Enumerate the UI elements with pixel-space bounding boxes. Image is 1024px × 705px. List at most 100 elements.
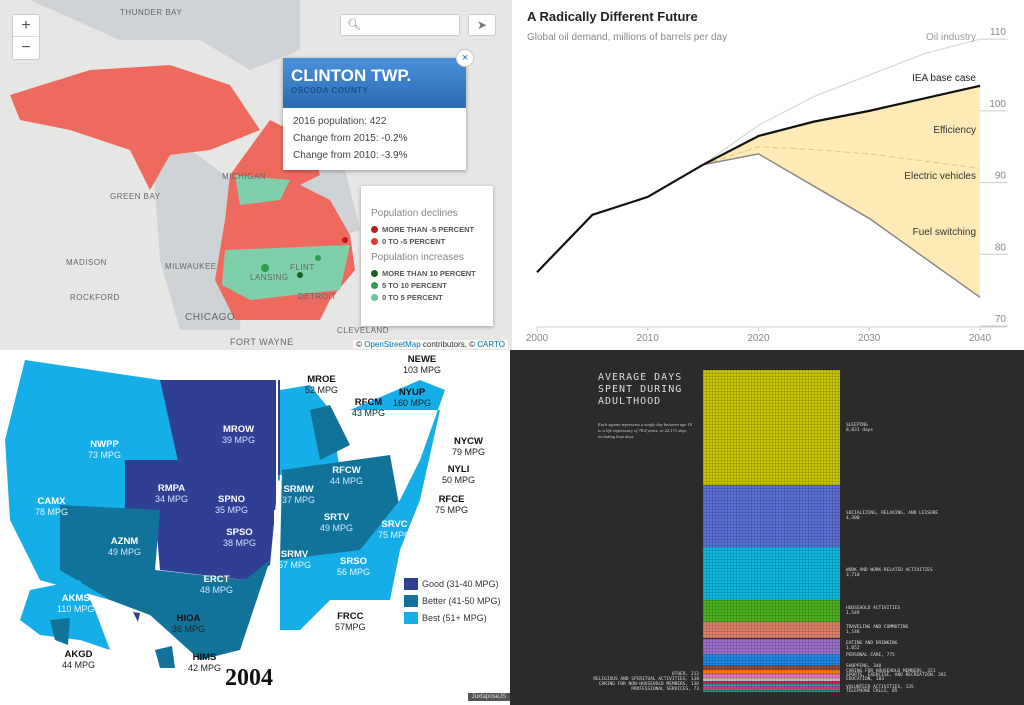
- legend-heading: Population declines: [371, 208, 458, 219]
- region-label-rfcw: RFCW 44 MPG: [330, 465, 364, 487]
- osm-link[interactable]: OpenStreetMap: [364, 340, 421, 349]
- chart-subtitle: Global oil demand, millions of barrels p…: [527, 32, 728, 43]
- legend-item: Better (41-50 MPG): [404, 595, 501, 607]
- series-label: Oil industry: [926, 32, 976, 43]
- region-label-srvc: SRVC 75 MPG: [378, 519, 412, 541]
- region-label-nycw: NYCW 79 MPG: [452, 436, 486, 458]
- bar-segment: [703, 485, 840, 547]
- bar-label: WORK AND WORK-RELATED ACTIVITIES 3,710: [846, 568, 933, 579]
- map-legend: Population declines MORE THAN -5 PERCENT…: [361, 186, 493, 326]
- bar-label: TRAVELING AND COMMUTING 1,148: [846, 625, 909, 636]
- bar-segment: [703, 680, 840, 684]
- region-label-nwpp: NWPP 73 MPG: [88, 439, 122, 461]
- bar-label: TELEPHONE CALLS, 85: [846, 688, 898, 694]
- y-tick-label: 110: [990, 27, 1006, 38]
- legend-item: MORE THAN -5 PERCENT: [371, 225, 483, 234]
- info-popup: CLINTON TWP. OSCODA COUNTY 2016 populati…: [283, 58, 466, 170]
- region-label-erct: ERCT 48 MPG: [200, 574, 234, 596]
- x-tick-label: 2010: [637, 333, 660, 344]
- bar-segment: [703, 546, 840, 600]
- region-label-frcc: FRCC 57MPG: [335, 611, 366, 633]
- region-label-akms: AKMS 110 MPG: [57, 593, 95, 615]
- carto-link[interactable]: CARTO: [477, 340, 505, 349]
- bar-label: SPORTS, EXERCISE, AND RECREATION, 281: [846, 673, 947, 679]
- oil-industry-line: [702, 38, 981, 166]
- region-label-spno: SPNO 35 MPG: [215, 494, 249, 516]
- y-tick-label: 100: [989, 99, 1006, 110]
- chart-title: A Radically Different Future: [527, 9, 698, 24]
- zoom-in-button[interactable]: +: [13, 15, 39, 37]
- y-tick-label: 70: [995, 314, 1007, 325]
- bar-label: PROFESSIONAL SERVICES, 73: [631, 687, 699, 692]
- bar-segment: [703, 687, 840, 690]
- bar-segment: [703, 689, 840, 691]
- legend-item: Best (51+ MPG): [404, 612, 501, 624]
- days-spent-chart: AVERAGE DAYS SPENT DURING ADULTHOOD Each…: [510, 350, 1024, 705]
- juxtapose-badge[interactable]: JuxtaposeJS: [467, 693, 510, 701]
- city-label: MILWAUKEE: [165, 262, 217, 271]
- popup-close-button[interactable]: ×: [456, 49, 474, 67]
- bar-label: OTHER, 212: [671, 672, 699, 677]
- bar-label: CARING FOR NON-HOUSEHOLD MEMBERS, 130: [598, 682, 699, 687]
- bar-segment: [703, 638, 840, 654]
- x-tick-label: 2040: [969, 333, 992, 344]
- region-label-srmw: SRMW 37 MPG: [282, 484, 316, 506]
- city-label: CLEVELAND: [337, 326, 390, 335]
- city-label: LANSING: [250, 273, 289, 282]
- region-label-rfcm: RFCM 43 MPG: [352, 397, 386, 419]
- iea-base-case-line: [536, 84, 981, 273]
- bar-label: SHOPPING, 348: [846, 663, 882, 669]
- bar-label: SLEEPING 8,031 days: [846, 422, 874, 433]
- michigan-population-map[interactable]: THUNDER BAY MICHIGAN GREEN BAY MADISON M…: [0, 0, 512, 350]
- city-label: THUNDER BAY: [120, 8, 183, 17]
- bar-segment: [703, 674, 840, 679]
- search-button[interactable]: 🔍︎: [340, 14, 460, 36]
- oil-chart-plot: 70 80 90 100 110 2000 2010 2020 2030 2040 Oil indu…: [526, 27, 1008, 344]
- region-label-hioa: HIOA 36 MPG: [172, 613, 206, 635]
- locate-button[interactable]: ➤: [468, 14, 496, 36]
- mpg-legend: Good (31-40 MPG) Better (41-50 MPG) Best…: [404, 578, 501, 629]
- region-label-hims: HIMS 42 MPG: [188, 652, 222, 674]
- attribution: © OpenStreetMap contributors, © CARTO: [353, 340, 508, 349]
- bar-label: VOLUNTEER ACTIVITIES, 135: [846, 684, 914, 690]
- series-label: IEA base case: [912, 73, 976, 84]
- mpg-map[interactable]: NWPP 73 MPG CAMX 78 MPG MROW 39 MPG MROE 52 MPG…: [0, 350, 512, 705]
- bar-label: EDUCATION, 183: [846, 677, 884, 683]
- efficiency-boundary: [702, 146, 981, 169]
- bar-segment: [703, 690, 840, 692]
- city-label: MADISON: [66, 258, 107, 267]
- bar-label: EATING AND DRINKING 1,052: [846, 641, 898, 652]
- bar-segment: [703, 664, 840, 670]
- region-label-akgd: AKGD 44 MPG: [62, 649, 96, 671]
- popup-line: Change from 2015: -0.2%: [293, 133, 408, 144]
- bar-segment: [703, 653, 840, 665]
- zoom-out-button[interactable]: −: [21, 39, 31, 56]
- series-label: Fuel switching: [913, 227, 976, 238]
- fuel-switching-bottom-line: [702, 153, 981, 298]
- region-label-newe: NEWE 103 MPG: [403, 354, 442, 376]
- bar-label: SOCIALIZING, RELAXING, AND LEISURE 4,300: [846, 510, 939, 521]
- bar-segment: [703, 669, 840, 675]
- region-label-srso: SRSO 56 MPG: [337, 556, 371, 578]
- legend-item: 0 TO -5 PERCENT: [371, 237, 483, 246]
- navigation-arrow-icon: ➤: [476, 18, 488, 32]
- search-icon: 🔍︎: [347, 19, 361, 31]
- region-label-rmpa: RMPA 34 MPG: [155, 483, 189, 505]
- efficiency-area: [703, 85, 980, 298]
- popup-line: Change from 2010: -3.9%: [293, 150, 408, 161]
- slider-handle: [274, 510, 280, 540]
- city-label: DETROIT: [298, 292, 337, 301]
- year-label: 2004: [225, 665, 273, 691]
- city-label: FLINT: [290, 263, 315, 272]
- bar-label: PERSONAL CARE, 775: [846, 652, 895, 658]
- bar-segment: [703, 599, 840, 623]
- bar-label: RELIGIOUS AND SPIRITUAL ACTIVITIES, 138: [593, 677, 699, 682]
- region-label-aznm: AZNM 49 MPG: [108, 536, 142, 558]
- region-label-srtv: SRTV 49 MPG: [320, 512, 354, 534]
- lake-superior: [30, 0, 300, 70]
- mpg-map-canvas: [5, 350, 445, 705]
- zoom-control: + −: [12, 14, 40, 60]
- city-label: GREEN BAY: [110, 192, 161, 201]
- region-label-nyup: NYUP 160 MPG: [393, 387, 432, 409]
- legend-item: MORE THAN 10 PERCENT: [371, 269, 483, 278]
